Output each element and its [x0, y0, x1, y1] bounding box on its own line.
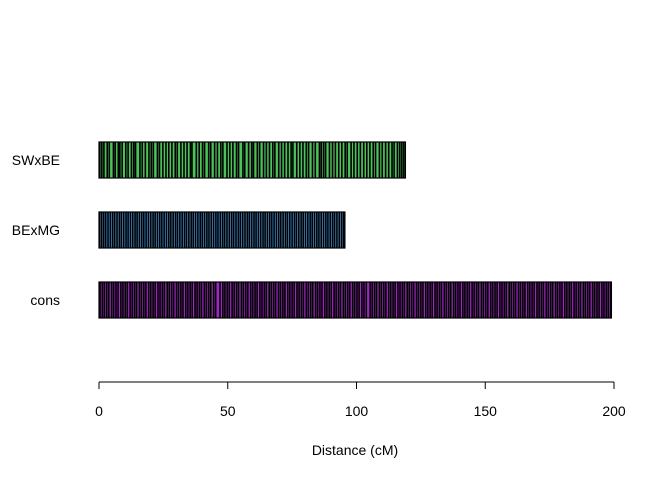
row-label-SWxBE: SWxBE [12, 152, 60, 168]
row-label-cons: cons [30, 292, 60, 308]
chromosome-outline-cons [98, 281, 613, 319]
row-BExMG: BExMG [12, 211, 346, 249]
x-tick-label-0: 0 [95, 403, 103, 419]
x-tick-label-200: 200 [602, 403, 626, 419]
row-label-BExMG: BExMG [12, 222, 60, 238]
x-tick-label-100: 100 [345, 403, 369, 419]
x-axis: 0 50 100 150 200 [95, 381, 626, 419]
x-tick-label-150: 150 [474, 403, 498, 419]
x-axis-title: Distance (cM) [312, 442, 398, 458]
row-cons: cons [30, 281, 613, 319]
chromosome-outline-BExMG [98, 211, 346, 249]
x-tick-label-50: 50 [220, 403, 236, 419]
chromosome-rows: SWxBE BExMG cons [12, 141, 613, 319]
row-SWxBE: SWxBE [12, 141, 407, 179]
chromosome-outline-SWxBE [98, 141, 407, 179]
